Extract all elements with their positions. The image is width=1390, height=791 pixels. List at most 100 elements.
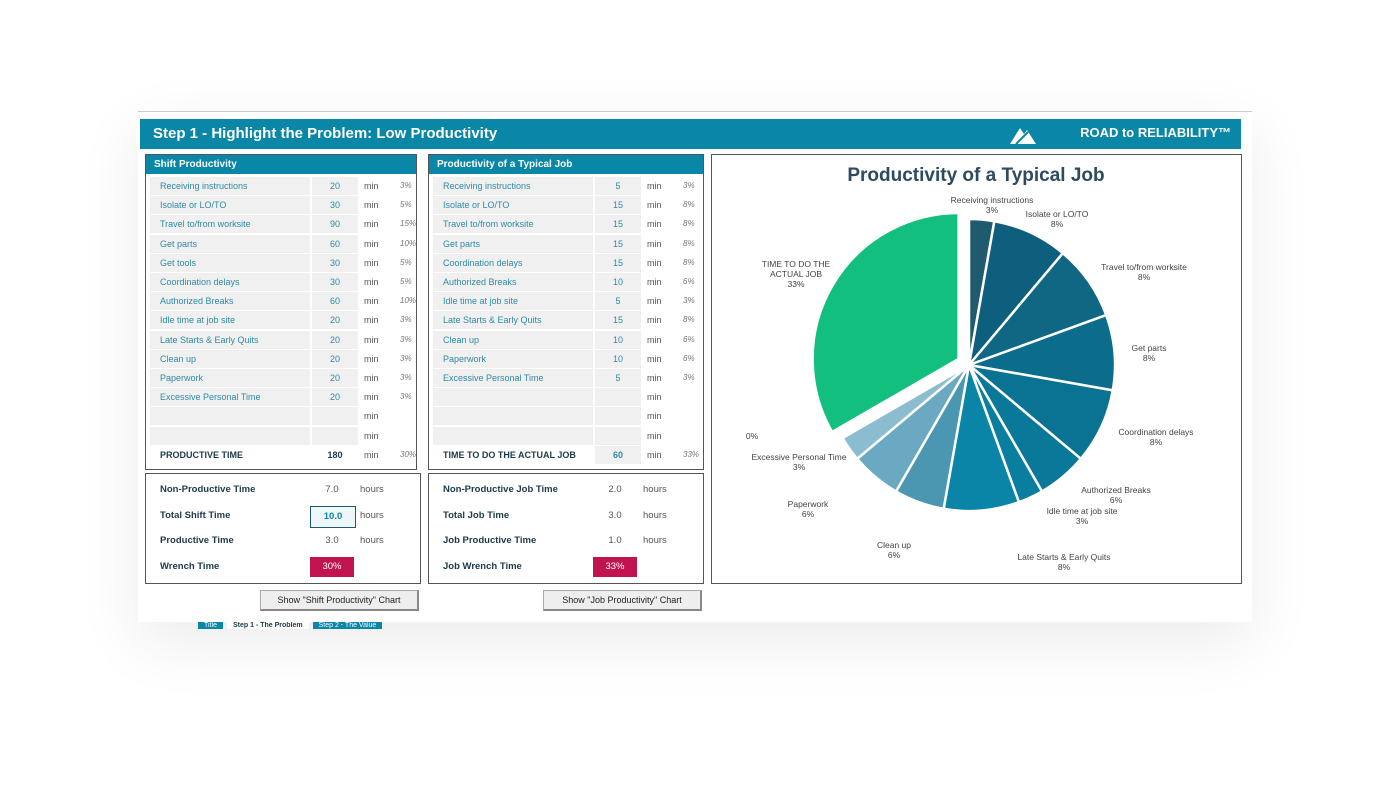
slice-percent: 3%: [793, 462, 806, 472]
panel-title: Productivity of a Typical Job: [429, 155, 703, 174]
row-minutes[interactable]: 60: [312, 234, 358, 253]
row-unit: min: [647, 411, 662, 422]
total-percent: 33%: [683, 449, 700, 459]
row-minutes[interactable]: 20: [312, 349, 358, 368]
row-minutes[interactable]: [312, 426, 358, 445]
summary-row: Non-Productive Time 7.0 hours: [160, 480, 384, 500]
row-minutes[interactable]: [595, 407, 641, 426]
row-unit: min: [647, 373, 662, 383]
row-percent: 8%: [683, 219, 695, 229]
row-percent: 3%: [683, 296, 695, 306]
summary-row: Total Job Time 3.0 hours: [443, 506, 667, 526]
row-percent: 3%: [400, 181, 412, 190]
summary-label: Non-Productive Job Time: [443, 484, 558, 495]
mountain-logo-icon: [1010, 128, 1036, 145]
row-unit: min: [364, 373, 379, 383]
row-minutes[interactable]: 5: [595, 369, 641, 387]
show-shift-chart-button[interactable]: Show "Shift Productivity" Chart: [260, 590, 419, 611]
summary-value[interactable]: 3.0: [608, 509, 622, 521]
row-minutes[interactable]: 60: [312, 292, 358, 311]
row-label: Late Starts & Early Quits: [433, 311, 593, 330]
panel-title: Shift Productivity: [146, 155, 416, 174]
row-minutes[interactable]: 20: [312, 369, 358, 387]
row-minutes[interactable]: 30: [312, 273, 358, 291]
row-unit: min: [647, 392, 662, 403]
summary-label: Job Productive Time: [443, 535, 537, 547]
row-minutes[interactable]: 20: [312, 330, 358, 349]
row-label: Coordination delays: [150, 273, 310, 291]
sheet-tab-active[interactable]: Step 1 - The Problem: [226, 622, 309, 629]
row-minutes[interactable]: 30: [312, 196, 358, 215]
row-percent: 10%: [400, 296, 417, 306]
row-label: [150, 426, 310, 445]
sheet-tab[interactable]: Title: [198, 622, 223, 629]
pie-slice: [840, 363, 970, 461]
summary-value[interactable]: 10.0: [310, 505, 356, 528]
row-percent: 8%: [683, 257, 695, 267]
show-job-chart-button[interactable]: Show "Job Productivity" Chart: [543, 590, 702, 611]
row-minutes[interactable]: 20: [312, 177, 358, 195]
row-unit: min: [647, 296, 662, 307]
worksheet: Step 1 - Highlight the Problem: Low Prod…: [138, 111, 1252, 629]
row-percent: 3%: [400, 353, 412, 363]
header-bar: Step 1 - Highlight the Problem: Low Prod…: [140, 119, 1241, 149]
row-label: Coordination delays: [433, 253, 593, 272]
summary-value: 33%: [593, 556, 637, 577]
summary-value: 7.0: [325, 484, 339, 495]
row-minutes[interactable]: 10: [595, 273, 641, 291]
row-unit: min: [647, 181, 662, 191]
row-unit: min: [647, 277, 662, 287]
row-minutes[interactable]: [595, 388, 641, 407]
slice-label: Clean up: [877, 540, 911, 550]
row-label: Late Starts & Early Quits: [150, 330, 310, 349]
row-minutes[interactable]: 10: [595, 330, 641, 349]
summary-row: Total Shift Time 10.0 hours: [160, 505, 384, 528]
row-minutes[interactable]: 15: [595, 196, 641, 215]
row-minutes[interactable]: [312, 407, 358, 426]
slice-percent: 3%: [986, 205, 999, 215]
row-label: Clean up: [150, 349, 310, 368]
row-label: Get tools: [150, 253, 310, 272]
summary-label: Non-Productive Time: [160, 484, 256, 495]
slice-label: Late Starts & Early Quits: [1017, 552, 1110, 562]
row-percent: 3%: [683, 181, 695, 190]
row-label: Travel to/from worksite: [150, 215, 310, 234]
slice-label: Travel to/from worksite: [1101, 262, 1187, 272]
row-minutes[interactable]: 5: [595, 292, 641, 311]
row-label: Excessive Personal Time: [150, 388, 310, 407]
row-percent: 3%: [400, 334, 412, 344]
row-minutes[interactable]: 20: [312, 388, 358, 407]
sheet-tab[interactable]: Step 2 - The Value: [312, 622, 383, 629]
total-minutes: 180: [327, 449, 343, 460]
row-minutes[interactable]: 5: [595, 177, 641, 195]
row-unit: min: [364, 296, 379, 307]
job-productivity-panel: Productivity of a Typical Job Receiving …: [428, 154, 704, 470]
slice-percent: 6%: [802, 509, 815, 519]
slice-label: TIME TO DO THE ACTUAL JOB: [762, 259, 831, 279]
total-label: TIME TO DO THE ACTUAL JOB: [443, 449, 576, 460]
summary-row: Productive Time 3.0 hours: [160, 531, 384, 551]
slice-percent: 33%: [787, 279, 804, 289]
row-minutes[interactable]: 15: [595, 253, 641, 272]
slice-percent: 3%: [1076, 516, 1089, 526]
row-unit: min: [647, 430, 662, 441]
total-label: PRODUCTIVE TIME: [160, 449, 244, 460]
row-minutes[interactable]: 90: [312, 215, 358, 234]
row-minutes[interactable]: 15: [595, 311, 641, 330]
pie-slice: [811, 211, 960, 434]
row-minutes[interactable]: 15: [595, 215, 641, 234]
summary-value: 30%: [310, 556, 354, 577]
summary-value: 1.0: [608, 535, 622, 547]
slice-label: Excessive Personal Time: [752, 452, 847, 462]
row-minutes[interactable]: [595, 426, 641, 445]
shift-summary-panel: Non-Productive Time 7.0 hours Total Shift T…: [145, 473, 421, 584]
row-unit: min: [364, 334, 379, 345]
row-minutes[interactable]: 20: [312, 311, 358, 330]
row-minutes[interactable]: 15: [595, 234, 641, 253]
slice-percent: 8%: [1138, 272, 1151, 282]
row-unit: min: [364, 430, 379, 441]
row-minutes[interactable]: 10: [595, 349, 641, 368]
row-minutes[interactable]: 30: [312, 253, 358, 272]
row-unit: min: [364, 238, 379, 249]
row-percent: 8%: [683, 200, 695, 210]
